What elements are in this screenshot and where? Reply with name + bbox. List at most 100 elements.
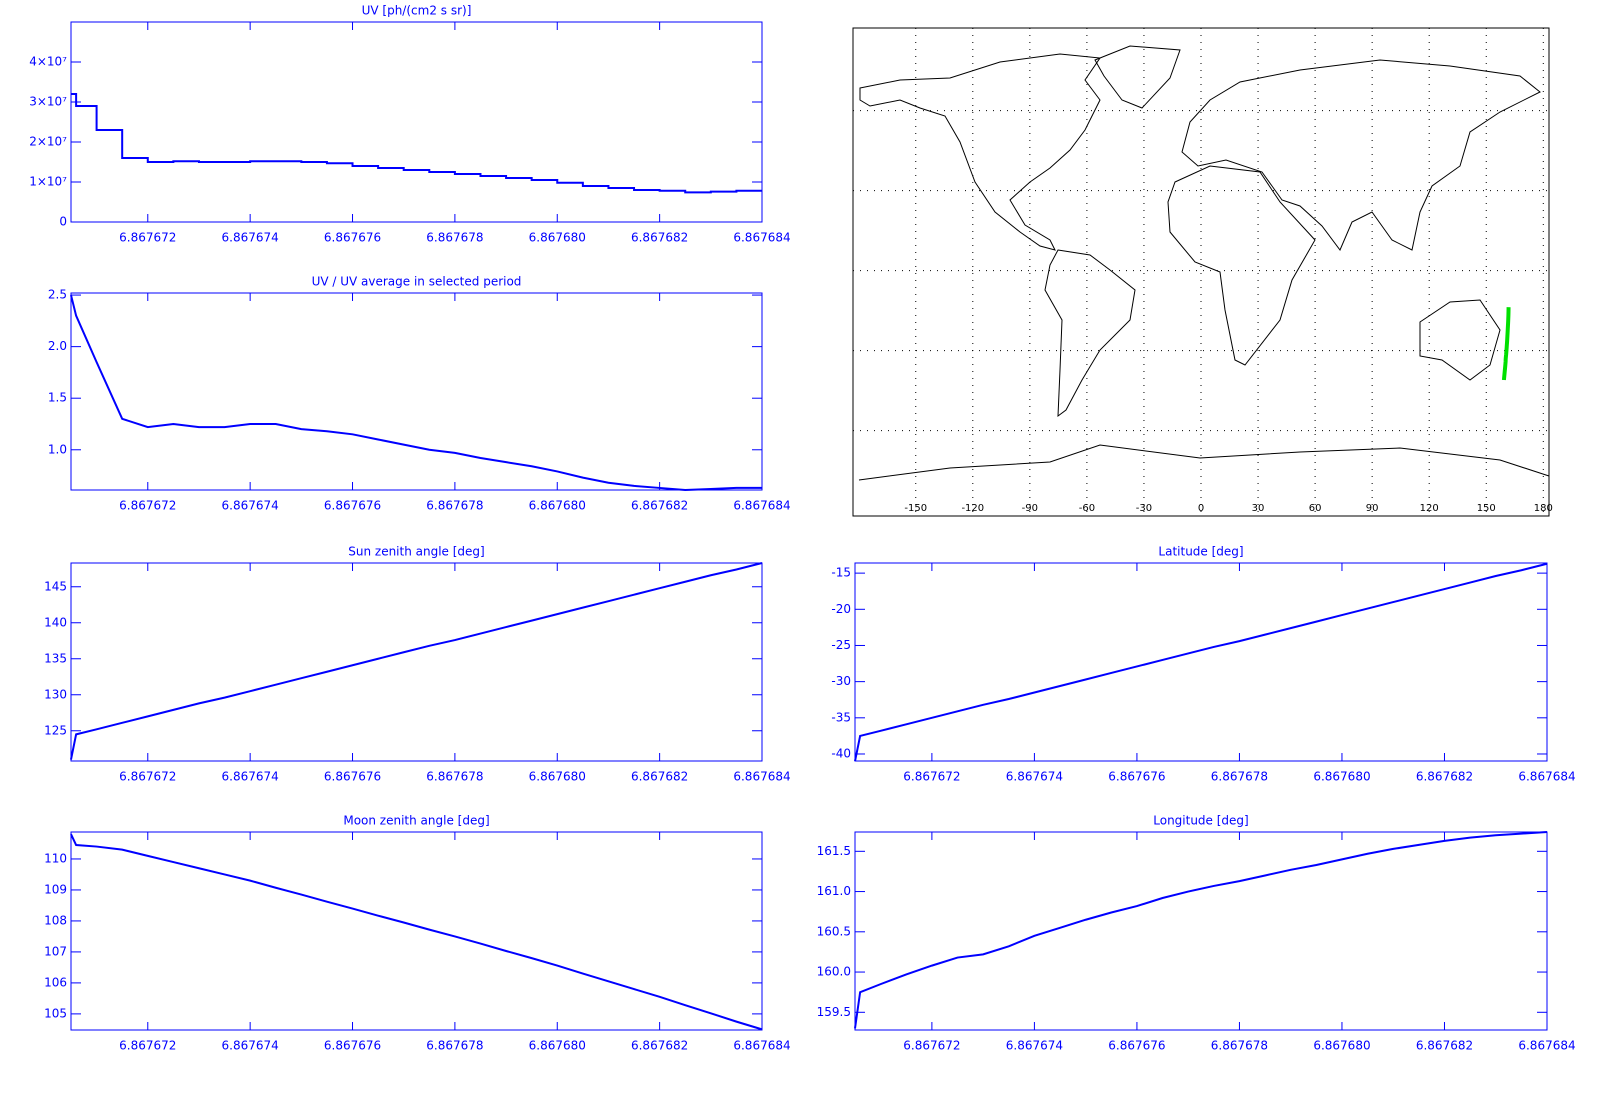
y-tick-label: 1.0 bbox=[48, 442, 67, 456]
y-tick-label: 108 bbox=[44, 913, 67, 927]
plot-frame bbox=[854, 831, 1548, 1031]
y-tick-label: 160.5 bbox=[817, 924, 851, 938]
x-tick-label: 6.867674 bbox=[1006, 770, 1063, 784]
y-tick-label: 135 bbox=[44, 651, 67, 665]
north-america bbox=[859, 53, 1101, 251]
x-tick-label: 6.867678 bbox=[426, 1039, 483, 1053]
y-tick-label: 160.0 bbox=[817, 965, 851, 979]
x-tick-label: 6.867678 bbox=[426, 499, 483, 513]
x-tick-label: 6.867674 bbox=[222, 231, 279, 245]
x-tick-label: 6.867682 bbox=[631, 499, 688, 513]
data-line bbox=[854, 562, 1548, 762]
x-tick-label: 6.867684 bbox=[1518, 770, 1575, 784]
x-tick-label: 6.867672 bbox=[119, 231, 176, 245]
x-tick-label: 6.867680 bbox=[529, 499, 586, 513]
x-tick-label: 120 bbox=[1420, 503, 1439, 514]
x-tick-label: -150 bbox=[904, 503, 927, 514]
y-tick-label: 161.5 bbox=[817, 844, 851, 858]
x-tick-label: 6.867682 bbox=[1416, 1039, 1473, 1053]
y-tick-label: 1.5 bbox=[48, 391, 67, 405]
x-tick-label: 6.867674 bbox=[222, 499, 279, 513]
greenland bbox=[1094, 45, 1181, 109]
south-america bbox=[1044, 249, 1136, 418]
data-line bbox=[70, 294, 762, 492]
x-tick-label: 6.867674 bbox=[222, 770, 279, 784]
x-tick-label: 6.867676 bbox=[1108, 1039, 1165, 1053]
y-tick-label: 145 bbox=[44, 579, 67, 593]
y-tick-label: 1×10⁷ bbox=[29, 175, 67, 189]
y-tick-label: 4×10⁷ bbox=[29, 55, 67, 69]
x-tick-label: 6.867684 bbox=[733, 231, 790, 245]
y-tick-label: 105 bbox=[44, 1006, 67, 1020]
y-tick-label: -20 bbox=[831, 602, 851, 616]
y-tick-label: 140 bbox=[44, 615, 67, 629]
x-tick-label: 6.867672 bbox=[119, 499, 176, 513]
africa bbox=[1167, 165, 1316, 366]
x-tick-label: 6.867676 bbox=[324, 231, 381, 245]
x-tick-label: 90 bbox=[1366, 503, 1379, 514]
y-tick-label: -40 bbox=[831, 746, 851, 760]
x-tick-label: 6.867684 bbox=[733, 770, 790, 784]
satellite-track bbox=[1501, 307, 1511, 381]
x-tick-label: -30 bbox=[1136, 503, 1152, 514]
x-tick-label: 6.867678 bbox=[1211, 1039, 1268, 1053]
y-tick-label: 0 bbox=[59, 215, 67, 229]
x-tick-label: 6.867678 bbox=[426, 770, 483, 784]
x-tick-label: 6.867682 bbox=[631, 231, 688, 245]
map-frame bbox=[852, 27, 1550, 517]
y-tick-label: 107 bbox=[44, 944, 67, 958]
x-tick-label: 6.867680 bbox=[1313, 1039, 1370, 1053]
x-tick-label: 30 bbox=[1252, 503, 1265, 514]
x-tick-label: 6.867680 bbox=[529, 231, 586, 245]
x-tick-label: 6.867672 bbox=[903, 770, 960, 784]
chart-title: Sun zenith angle [deg] bbox=[348, 545, 484, 559]
x-tick-label: 6.867684 bbox=[1518, 1039, 1575, 1053]
x-tick-label: 6.867678 bbox=[1211, 770, 1268, 784]
antarctica bbox=[858, 444, 1550, 481]
plot-frame bbox=[854, 562, 1548, 762]
x-tick-label: -120 bbox=[961, 503, 984, 514]
y-tick-label: 130 bbox=[44, 687, 67, 701]
x-tick-label: 6.867680 bbox=[529, 1039, 586, 1053]
y-tick-label: -30 bbox=[831, 674, 851, 688]
chart-title: UV / UV average in selected period bbox=[312, 275, 522, 289]
data-line bbox=[70, 562, 763, 760]
x-tick-label: 6.867684 bbox=[733, 499, 790, 513]
plot-frame bbox=[70, 562, 763, 762]
y-tick-label: 161.0 bbox=[817, 884, 851, 898]
x-tick-label: 6.867672 bbox=[119, 1039, 176, 1053]
x-tick-label: 6.867672 bbox=[119, 770, 176, 784]
plot-frame bbox=[70, 21, 763, 223]
data-line bbox=[854, 831, 1548, 1029]
y-tick-label: 106 bbox=[44, 975, 67, 989]
y-tick-label: 3×10⁷ bbox=[29, 95, 67, 109]
y-tick-label: 2×10⁷ bbox=[29, 135, 67, 149]
x-tick-label: 6.867684 bbox=[733, 1039, 790, 1053]
x-tick-label: 6.867680 bbox=[529, 770, 586, 784]
chart-title: Latitude [deg] bbox=[1158, 545, 1243, 559]
x-tick-label: 6.867678 bbox=[426, 231, 483, 245]
y-tick-label: 110 bbox=[44, 851, 67, 865]
x-tick-label: 6.867682 bbox=[631, 1039, 688, 1053]
y-tick-label: 125 bbox=[44, 723, 67, 737]
y-tick-label: -25 bbox=[831, 638, 851, 652]
x-tick-label: 6.867682 bbox=[1416, 770, 1473, 784]
data-line bbox=[70, 833, 763, 1031]
y-tick-label: 2.0 bbox=[48, 339, 67, 353]
y-tick-label: -15 bbox=[831, 566, 851, 580]
data-line bbox=[71, 93, 762, 194]
x-tick-label: 6.867676 bbox=[324, 770, 381, 784]
coastlines bbox=[858, 45, 1550, 481]
x-tick-label: 150 bbox=[1477, 503, 1496, 514]
x-tick-label: -90 bbox=[1022, 503, 1038, 514]
chart-title: UV [ph/(cm2 s sr)] bbox=[362, 4, 472, 18]
chart-title: Moon zenith angle [deg] bbox=[343, 814, 489, 828]
y-tick-label: -35 bbox=[831, 710, 851, 724]
x-tick-label: 6.867682 bbox=[631, 770, 688, 784]
x-tick-label: 180 bbox=[1534, 503, 1553, 514]
x-tick-label: 6.867676 bbox=[1108, 770, 1165, 784]
x-tick-label: 0 bbox=[1198, 503, 1204, 514]
x-tick-label: 60 bbox=[1309, 503, 1322, 514]
